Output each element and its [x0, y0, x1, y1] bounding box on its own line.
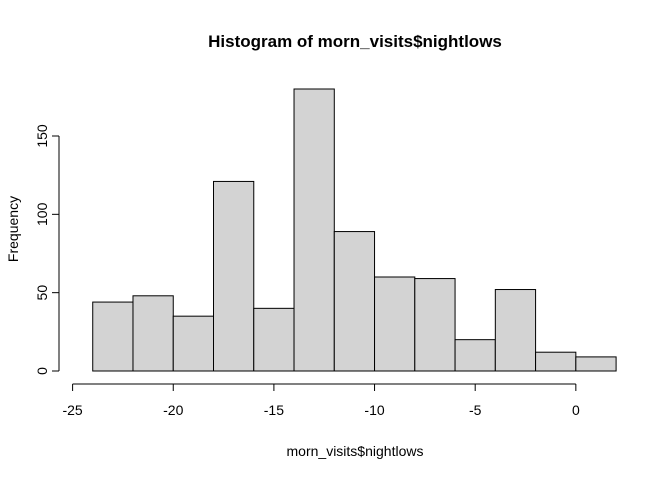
y-tick-label-0: 0 [34, 367, 50, 375]
y-axis: 0 50 100 150 [34, 124, 60, 375]
y-tick-label-2: 100 [34, 202, 50, 226]
histogram-bar-1 [132, 295, 174, 372]
histogram-bar-5 [293, 88, 335, 372]
histogram-bar-0 [92, 301, 134, 372]
histogram-bar-7 [374, 276, 416, 372]
x-axis-label: morn_visits$nightlows [287, 443, 424, 459]
histogram-bar-11 [535, 351, 577, 372]
bars-group [92, 88, 617, 372]
histogram-bar-4 [253, 307, 295, 372]
x-axis: -25 -20 -15 -10 -5 0 [62, 383, 580, 418]
chart-title: Histogram of morn_visits$nightlows [208, 32, 502, 51]
histogram-bar-8 [414, 278, 456, 372]
y-tick-label-3: 150 [34, 124, 50, 148]
x-tick-label-5: 0 [572, 402, 580, 418]
histogram-bar-3 [213, 180, 255, 372]
y-axis-label: Frequency [5, 196, 21, 262]
histogram-bar-2 [172, 315, 215, 372]
histogram-bar-9 [454, 339, 496, 372]
histogram-bar-12 [575, 356, 617, 372]
x-tick-label-4: -5 [469, 402, 482, 418]
x-tick-label-1: -20 [163, 402, 183, 418]
x-tick-label-2: -15 [264, 402, 284, 418]
histogram-bar-6 [333, 231, 376, 372]
y-tick-label-1: 50 [34, 285, 50, 301]
histogram-bar-10 [494, 289, 537, 372]
x-tick-label-0: -25 [62, 402, 82, 418]
x-tick-label-3: -10 [364, 402, 384, 418]
